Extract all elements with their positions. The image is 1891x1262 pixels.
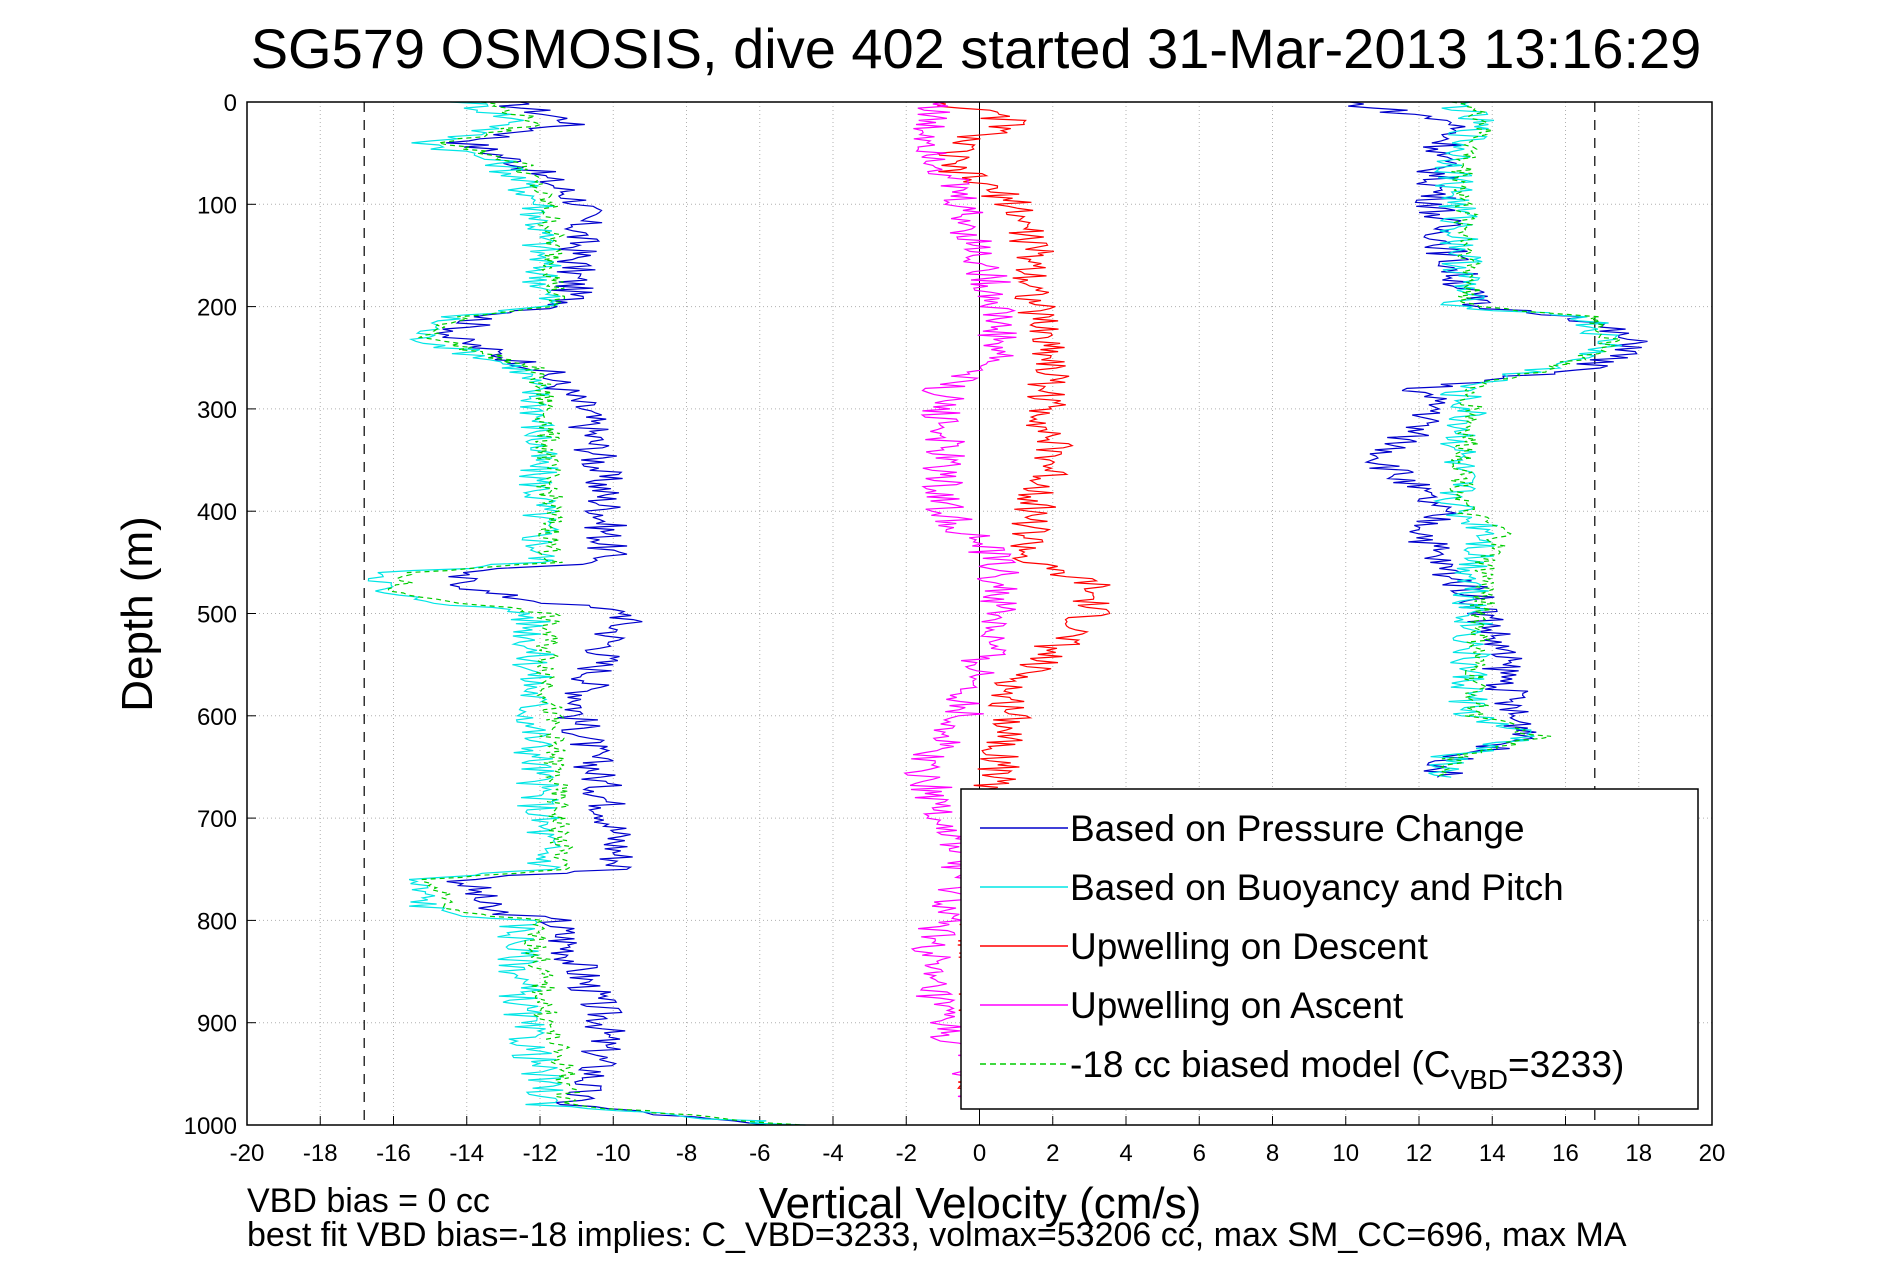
legend-box (960, 788, 1699, 1110)
y-tick-label: 900 (197, 1011, 237, 1038)
x-tick-label: 12 (1406, 1140, 1433, 1167)
x-tick-label: -6 (749, 1140, 770, 1167)
x-tick-label: 2 (1046, 1140, 1059, 1167)
legend-label-2: Upwelling on Descent (1070, 926, 1429, 967)
x-tick-label: 18 (1625, 1140, 1652, 1167)
x-tick-label: -18 (303, 1140, 338, 1167)
y-tick-label: 300 (197, 397, 237, 424)
x-tick-label: 4 (1119, 1140, 1132, 1167)
x-tick-label: 8 (1266, 1140, 1279, 1167)
x-tick-label: 16 (1552, 1140, 1579, 1167)
x-tick-label: -20 (230, 1140, 265, 1167)
y-tick-label: 0 (224, 90, 237, 117)
y-tick-labels: 0 100 200 300 400 500 600 700 800 900 1000 (184, 90, 237, 1140)
chart-title: SG579 OSMOSIS, dive 402 started 31-Mar-2… (251, 17, 1702, 80)
series-pressure_ascent (1348, 101, 1648, 778)
x-tick-label: -14 (449, 1140, 484, 1167)
y-tick-label: 200 (197, 295, 237, 322)
series-model_descent (387, 101, 804, 1126)
legend-label-3: Upwelling on Ascent (1070, 985, 1404, 1026)
plot-area-frame (246, 101, 1713, 1126)
x-tick-label: -10 (596, 1140, 631, 1167)
legend-label-4: -18 cc biased model (CVBD=3233) (1070, 1044, 1624, 1095)
series-buoyancy_ascent (1428, 101, 1623, 778)
x-tick-label: -16 (376, 1140, 411, 1167)
legend-label-0: Based on Pressure Change (1070, 808, 1525, 849)
series-buoyancy_descent (367, 101, 806, 1126)
y-tick-label: 100 (197, 192, 237, 219)
y-tick-label: 500 (197, 602, 237, 629)
y-axis-label: Depth (m) (113, 516, 162, 712)
series-upwelling_ascent (903, 101, 1020, 1106)
x-tick-label: -4 (822, 1140, 843, 1167)
x-tick-label: -2 (896, 1140, 917, 1167)
y-tick-label: 1000 (184, 1113, 237, 1140)
legend: Based on Pressure Change Based on Buoyanc… (960, 788, 1699, 1110)
y-tick-label: 400 (197, 499, 237, 526)
y-tick-label: 800 (197, 908, 237, 935)
footer-vbd-bias: VBD bias = 0 cc (247, 1182, 490, 1220)
y-tick-label: 700 (197, 806, 237, 833)
footer-best-fit: best fit VBD bias=-18 implies: C_VBD=323… (247, 1216, 1627, 1254)
x-tick-label: -8 (676, 1140, 697, 1167)
y-tick-label: 600 (197, 704, 237, 731)
legend-label-1: Based on Buoyancy and Pitch (1070, 867, 1564, 908)
x-tick-label: 0 (973, 1140, 986, 1167)
series-model_ascent (1435, 101, 1623, 778)
x-tick-labels: -20 -18 -16 -14 -12 -10 -8 -6 -4 -2 0 2 4 6 8 10 12 14 16 1… (230, 1140, 1726, 1167)
series-pressure_descent (436, 101, 766, 1126)
x-axis-label: Vertical Velocity (cm/s) (759, 1179, 1202, 1228)
x-tick-label: 14 (1479, 1140, 1506, 1167)
x-tick-label: 10 (1332, 1140, 1359, 1167)
x-tick-label: -12 (523, 1140, 558, 1167)
x-tick-label: 20 (1699, 1140, 1726, 1167)
x-tick-label: 6 (1193, 1140, 1206, 1167)
